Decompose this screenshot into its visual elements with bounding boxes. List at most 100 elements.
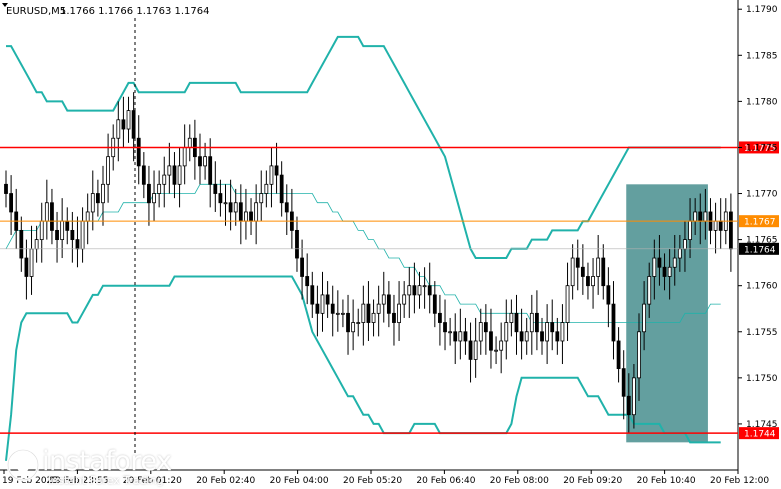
y-tick-label: 1.1770: [746, 190, 778, 200]
candle-body-down: [489, 331, 493, 351]
candle-body-up: [494, 349, 498, 352]
candle: [529, 294, 534, 355]
candle: [335, 290, 340, 332]
brand-watermark: instaforex Instant Forex Trading: [4, 446, 194, 488]
candle-body-up: [157, 183, 162, 194]
candle-body-up: [320, 294, 325, 314]
candle-body-down: [366, 303, 371, 323]
candle: [432, 281, 437, 328]
candle-body-down: [432, 294, 437, 314]
candle-body-down: [95, 193, 100, 204]
candle-body-down: [626, 395, 631, 416]
candle: [637, 313, 641, 401]
candle: [213, 161, 218, 212]
current-price-label: 1.1764: [744, 245, 776, 255]
candle: [621, 350, 626, 420]
candle: [361, 285, 366, 346]
candle-body-down: [392, 312, 396, 323]
candle-body-up: [683, 239, 687, 250]
candle: [70, 211, 75, 263]
candle: [346, 294, 350, 355]
y-tick-label: 1.1780: [746, 97, 778, 107]
candle-body-up: [677, 248, 682, 259]
candle-body-down: [662, 266, 667, 277]
candle-body-up: [44, 202, 49, 222]
candle: [157, 170, 162, 208]
candle: [473, 317, 478, 378]
candle: [167, 142, 172, 194]
candle-body-down: [657, 257, 662, 268]
candle-body-down: [274, 165, 279, 176]
y-tick-label: 1.1760: [746, 282, 778, 292]
dropdown-triangle-icon[interactable]: [2, 3, 8, 7]
candle-body-down: [310, 285, 315, 305]
candle-body-up: [637, 331, 641, 379]
candle-body-up: [233, 202, 238, 213]
candle-body-up: [545, 322, 550, 342]
candle-body-down: [55, 229, 59, 241]
candle-body-up: [264, 183, 269, 194]
candle-body-up: [422, 285, 427, 288]
candle-body-up: [693, 211, 698, 222]
brand-tagline: Instant Forex Trading: [48, 474, 164, 487]
candle-body-up: [458, 331, 463, 342]
candle-body-up: [647, 276, 652, 305]
price-level-label: 1.1775: [744, 144, 776, 154]
candle: [412, 262, 417, 314]
candle: [95, 179, 100, 217]
candle-body-down: [621, 368, 626, 397]
candle-body-down: [728, 211, 733, 250]
candle: [295, 216, 299, 272]
candle: [647, 262, 652, 318]
candle-body-down: [519, 331, 524, 342]
candle-body-up: [504, 322, 509, 342]
candle: [341, 299, 345, 328]
candle-body-down: [131, 110, 136, 139]
candle-body-up: [335, 312, 340, 315]
candle-body-up: [417, 285, 422, 296]
candle-body-down: [453, 331, 458, 342]
candle-body-up: [182, 147, 187, 167]
candle: [274, 142, 279, 194]
candle-body-down: [575, 257, 580, 268]
current-price-tag: [739, 242, 779, 255]
candle: [611, 281, 616, 360]
symbol-label: EURUSD,M5: [6, 6, 66, 17]
candle: [494, 336, 498, 365]
candle-body-up: [703, 211, 708, 222]
candle-body-down: [606, 285, 611, 305]
candle-body-up: [642, 303, 647, 333]
candle-body-up: [407, 285, 412, 296]
candle-body-down: [198, 156, 202, 167]
candle: [386, 281, 391, 328]
candle-body-up: [126, 110, 131, 130]
candle: [392, 294, 396, 346]
candle: [116, 101, 121, 162]
candle: [351, 299, 356, 351]
candle: [50, 188, 54, 245]
plot-frame: [0, 0, 739, 471]
candle-body-down: [213, 183, 218, 194]
candle: [550, 299, 555, 351]
candle-body-down: [540, 331, 544, 342]
candle-body-up: [499, 340, 504, 351]
candle: [126, 96, 131, 143]
candle-body-down: [50, 202, 54, 231]
candle: [407, 267, 412, 318]
candle: [535, 290, 539, 351]
candle-body-down: [279, 174, 284, 204]
candle-body-up: [473, 340, 478, 360]
candle-body-up: [177, 165, 182, 185]
candle: [586, 262, 590, 300]
candle-body-up: [254, 202, 259, 222]
candle-body-up: [167, 165, 172, 176]
x-tick-label: 20 Feb 05:20: [343, 476, 402, 486]
candle: [422, 267, 427, 309]
candle: [172, 152, 177, 199]
candle-body-up: [688, 220, 692, 241]
candle-body-up: [381, 294, 386, 305]
y-tick-label: 1.1785: [746, 51, 778, 61]
candle-body-down: [218, 193, 223, 204]
candle: [540, 317, 544, 355]
candle-body-up: [591, 276, 595, 287]
